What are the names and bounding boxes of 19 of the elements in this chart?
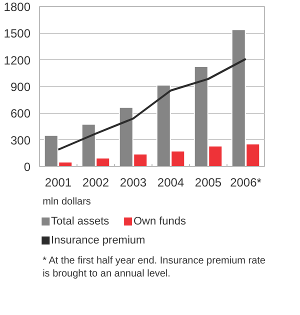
x-tick-label: 2002 xyxy=(82,176,110,190)
x-tick-label: 2001 xyxy=(44,176,72,190)
x-tick-label: 2005 xyxy=(194,176,222,190)
legend-label: Insurance premium xyxy=(51,234,146,246)
legend-label: Own funds xyxy=(133,216,187,228)
y-tick-label: 1800 xyxy=(4,0,31,14)
line-series xyxy=(57,58,247,151)
y-tick-label: 600 xyxy=(10,106,31,121)
x-tick-label: 2004 xyxy=(157,176,184,190)
y-tick-label: 1200 xyxy=(4,53,31,68)
x-tick-label: 2003 xyxy=(120,176,147,190)
text: mln dollars xyxy=(42,196,91,208)
x-tick-label: 2006* xyxy=(230,176,262,190)
legend-label: Total assets xyxy=(51,216,110,228)
y-tick-label: 1500 xyxy=(4,26,31,41)
text: * At the first half year end. Insurance premium rate is brought to an annual level. xyxy=(42,256,266,280)
y-tick-label: 300 xyxy=(10,133,31,148)
y-tick-label: 0 xyxy=(24,160,31,174)
y-tick-label: 900 xyxy=(10,80,31,94)
